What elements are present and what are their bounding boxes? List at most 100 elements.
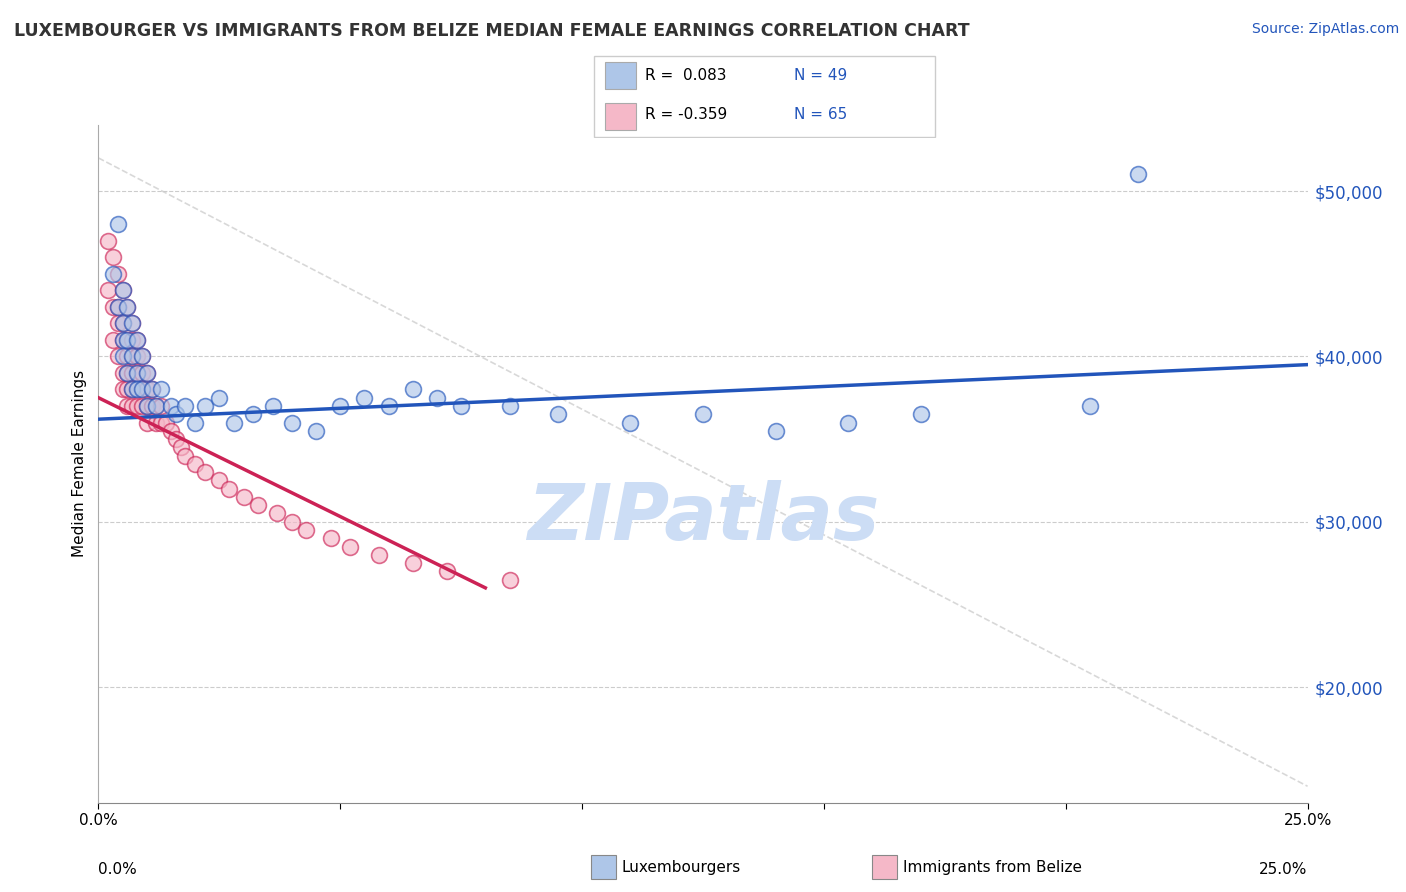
Point — [169, 440, 191, 454]
Point — [547, 407, 569, 421]
Point — [194, 465, 217, 479]
Point — [117, 300, 139, 314]
Point — [111, 383, 134, 397]
Point — [101, 300, 124, 314]
Point — [145, 399, 167, 413]
Point — [121, 399, 143, 413]
Point — [117, 333, 139, 347]
FancyBboxPatch shape — [593, 56, 935, 136]
Point — [121, 350, 143, 364]
Point — [101, 250, 124, 264]
Point — [174, 399, 197, 413]
Point — [145, 416, 167, 430]
Text: N = 49: N = 49 — [794, 68, 848, 83]
Point — [127, 366, 149, 380]
Point — [101, 267, 124, 281]
Text: R = -0.359: R = -0.359 — [645, 107, 727, 122]
Point — [117, 333, 139, 347]
Point — [368, 548, 391, 562]
Point — [111, 333, 134, 347]
Point — [450, 399, 472, 413]
Point — [131, 399, 153, 413]
Text: R =  0.083: R = 0.083 — [645, 68, 727, 83]
Text: Luxembourgers: Luxembourgers — [621, 860, 741, 874]
Point — [111, 283, 134, 297]
Point — [111, 333, 134, 347]
Point — [135, 416, 157, 430]
Point — [242, 407, 264, 421]
Point — [208, 474, 231, 488]
Point — [160, 424, 183, 438]
Point — [131, 350, 153, 364]
Point — [111, 316, 134, 330]
Point — [184, 457, 207, 471]
Text: Source: ZipAtlas.com: Source: ZipAtlas.com — [1251, 22, 1399, 37]
Point — [266, 507, 288, 521]
Point — [402, 556, 425, 570]
Point — [150, 416, 173, 430]
Text: N = 65: N = 65 — [794, 107, 848, 122]
Y-axis label: Median Female Earnings: Median Female Earnings — [72, 370, 87, 558]
Point — [107, 350, 129, 364]
Point — [121, 316, 143, 330]
Point — [111, 316, 134, 330]
Point — [97, 234, 120, 248]
Point — [135, 366, 157, 380]
Text: LUXEMBOURGER VS IMMIGRANTS FROM BELIZE MEDIAN FEMALE EARNINGS CORRELATION CHART: LUXEMBOURGER VS IMMIGRANTS FROM BELIZE M… — [14, 22, 970, 40]
Point — [135, 383, 157, 397]
Point — [222, 416, 245, 430]
Point — [281, 515, 304, 529]
Point — [117, 366, 139, 380]
Point — [131, 366, 153, 380]
Point — [498, 573, 520, 587]
Point — [135, 399, 157, 413]
Point — [111, 350, 134, 364]
Point — [208, 391, 231, 405]
Point — [141, 383, 163, 397]
Point — [150, 399, 173, 413]
Point — [127, 366, 149, 380]
Point — [498, 399, 520, 413]
Point — [117, 399, 139, 413]
Point — [295, 523, 318, 537]
Point — [145, 399, 167, 413]
Point — [117, 300, 139, 314]
Point — [121, 316, 143, 330]
Point — [101, 333, 124, 347]
Point — [127, 333, 149, 347]
Point — [692, 407, 714, 421]
Point — [165, 407, 187, 421]
Point — [141, 383, 163, 397]
Point — [262, 399, 284, 413]
Point — [135, 366, 157, 380]
Point — [121, 366, 143, 380]
Point — [127, 333, 149, 347]
Point — [131, 383, 153, 397]
Point — [127, 350, 149, 364]
Point — [247, 498, 270, 512]
Point — [107, 316, 129, 330]
Point — [305, 424, 328, 438]
Point — [281, 416, 304, 430]
Text: 0.0%: 0.0% — [98, 863, 138, 877]
Point — [619, 416, 641, 430]
Point — [218, 482, 240, 496]
Point — [174, 449, 197, 463]
Text: Immigrants from Belize: Immigrants from Belize — [903, 860, 1081, 874]
Point — [121, 350, 143, 364]
Point — [111, 366, 134, 380]
Text: ZIPatlas: ZIPatlas — [527, 480, 879, 556]
Point — [121, 383, 143, 397]
Point — [121, 383, 143, 397]
Point — [107, 300, 129, 314]
Point — [329, 399, 352, 413]
Point — [131, 350, 153, 364]
Point — [141, 399, 163, 413]
Bar — [605, 103, 636, 130]
Point — [765, 424, 787, 438]
Point — [107, 267, 129, 281]
Point — [1078, 399, 1101, 413]
Point — [131, 383, 153, 397]
Point — [165, 432, 187, 446]
Point — [97, 283, 120, 297]
